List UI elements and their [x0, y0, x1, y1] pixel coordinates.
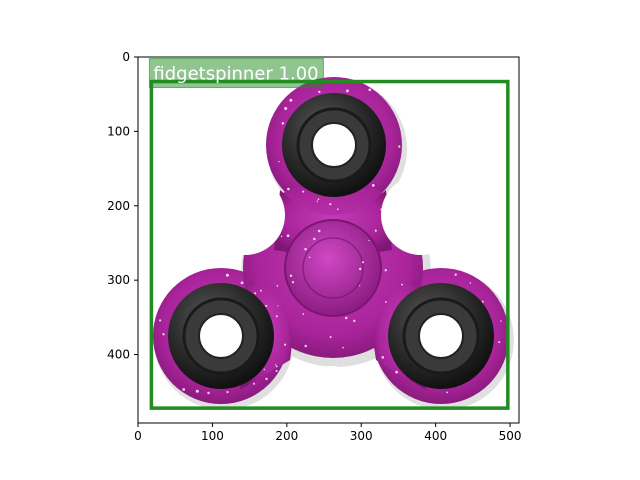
x-tick-label: 500 [499, 429, 522, 443]
x-axis: 0 100 200 300 400 500 [134, 423, 522, 443]
y-tick-label: 0 [122, 50, 130, 64]
x-tick-label: 400 [424, 429, 447, 443]
x-tick-label: 0 [134, 429, 142, 443]
y-tick-label: 300 [107, 273, 130, 287]
y-tick-label: 100 [107, 124, 130, 138]
detection-label: fidgetspinner 1.00 [153, 64, 318, 85]
y-tick-label: 200 [107, 199, 130, 213]
y-tick-label: 400 [107, 348, 130, 362]
bearing-top [282, 93, 386, 197]
center-cap [284, 219, 382, 317]
axes-frame [137, 56, 520, 424]
detection-box [149, 79, 510, 410]
x-tick-label: 200 [275, 429, 298, 443]
x-tick-label: 300 [350, 429, 373, 443]
detection-label-bg [148, 58, 324, 89]
spinner-photo [153, 77, 514, 423]
detections: fidgetspinner 1.00 [148, 58, 510, 410]
x-tick-label: 100 [201, 429, 224, 443]
bearing-left [168, 283, 274, 389]
y-axis: 0 100 200 300 400 [107, 50, 138, 362]
glitter [159, 80, 502, 395]
bearing-right [388, 283, 494, 389]
